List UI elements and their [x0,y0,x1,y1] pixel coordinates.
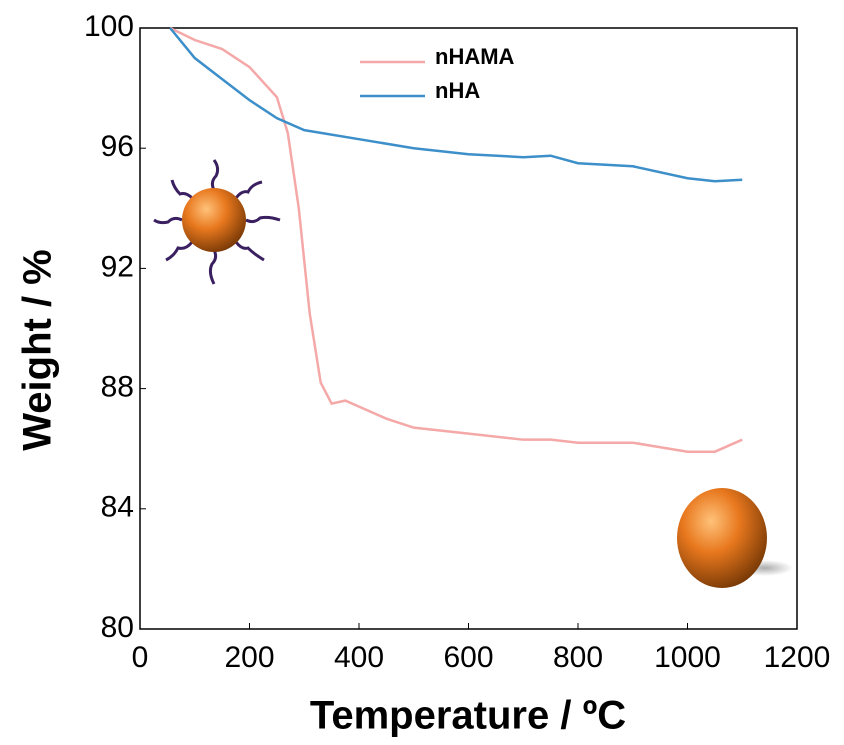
y-tick-label: 92 [101,250,134,283]
x-tick-label: 800 [553,641,603,674]
x-tick-label: 600 [443,641,493,674]
bare-particle-icon [677,488,793,588]
x-tick-label: 1200 [764,641,831,674]
y-tick-label: 88 [101,371,134,404]
y-tick-label: 80 [101,611,134,644]
series-line [169,26,743,453]
x-tick-label: 200 [224,641,274,674]
y-tick-label: 84 [101,491,134,524]
x-tick-label: 1000 [654,641,721,674]
x-tick-label: 400 [334,641,384,674]
y-axis-title: Weight / % [16,249,60,450]
grafted-particle-icon [153,159,281,285]
x-axis-title: Temperature / ºC [310,694,626,738]
series-line [169,27,743,183]
legend-label: nHA [435,78,480,103]
y-tick-label: 96 [101,130,134,163]
y-tick-label: 100 [84,10,134,43]
legend-label: nHAMA [435,44,515,69]
x-tick-label: 0 [132,641,149,674]
